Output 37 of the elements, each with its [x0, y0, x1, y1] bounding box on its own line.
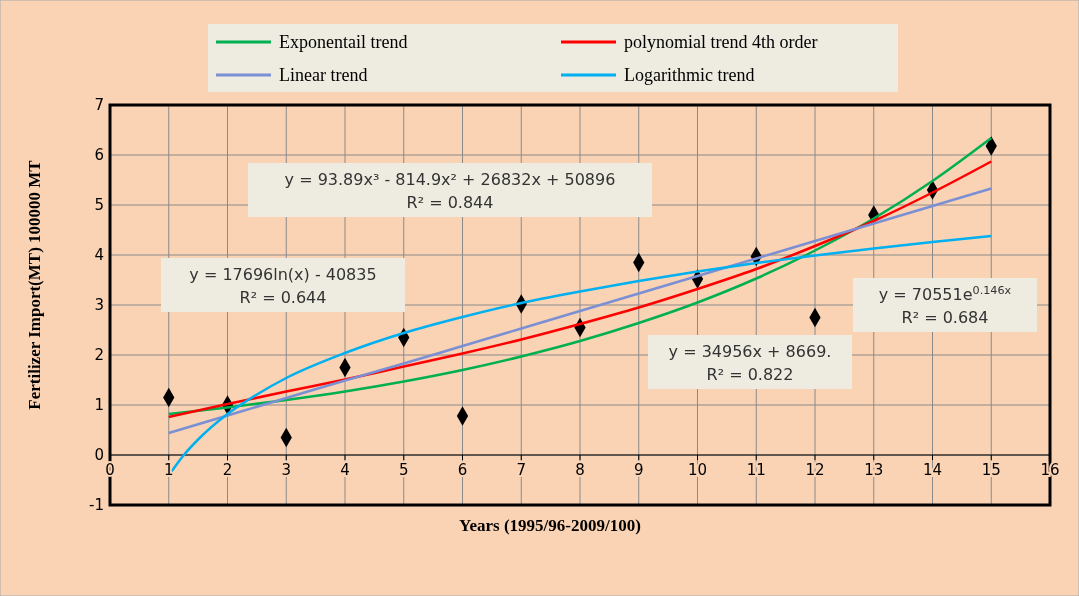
x-tick-label: 9 — [633, 461, 644, 479]
y-tick-label: -1 — [89, 495, 104, 514]
annotation: y = 17696ln(x) - 40835 R² = 0.644 — [189, 265, 377, 307]
equation-box: y = 34956x + 8669. R² = 0.822 — [648, 335, 852, 389]
y-tick-label: 4 — [94, 245, 104, 264]
x-tick-label: 11 — [746, 461, 766, 479]
y-tick-label: 3 — [94, 295, 104, 314]
legend-label: Linear trend — [279, 65, 368, 85]
x-tick-label: 4 — [340, 461, 350, 479]
x-tick-label: 14 — [922, 461, 943, 479]
y-tick-label: 7 — [94, 95, 104, 114]
y-tick-label: 2 — [94, 345, 104, 364]
annotation: y = 93.89x³ - 814.9x² + 26832x + 50896 R² = 0.844 — [284, 170, 616, 212]
x-tick-label: 15 — [981, 461, 1001, 479]
x-tick-label: 13 — [864, 461, 884, 479]
y-tick-label: 1 — [94, 395, 104, 414]
x-tick-label: 12 — [805, 461, 825, 479]
y-tick-label: 5 — [94, 195, 104, 214]
x-tick-label: 8 — [575, 461, 585, 479]
x-tick-label: 5 — [398, 461, 409, 479]
legend-label: Logarithmic trend — [624, 65, 755, 85]
x-tick-label: 3 — [281, 461, 292, 479]
y-tick-label: 6 — [94, 145, 104, 164]
x-tick-label: 2 — [222, 461, 233, 479]
x-axis-title: Years (1995/96-2009/100) — [459, 516, 641, 535]
x-tick-label: 6 — [457, 461, 468, 479]
x-tick-label: 7 — [516, 461, 527, 479]
annotation: y = 70551e$^{0.146x}$ R² = 0.684 — [878, 283, 1012, 327]
y-axis-title: Fertilizer Import(MT) 100000 MT — [25, 159, 44, 410]
equation-box: y = 70551e$^{0.146x}$ R² = 0.684 — [853, 278, 1037, 332]
legend-label: polynomial trend 4th order — [624, 32, 818, 52]
legend-label: Exponentail trend — [279, 32, 408, 52]
equation-box: y = 93.89x³ - 814.9x² + 26832x + 50896 R² = 0.844 — [248, 163, 652, 217]
x-tick-label: 10 — [687, 461, 708, 479]
y-tick-label: 0 — [94, 445, 104, 464]
equation-box: y = 17696ln(x) - 40835 R² = 0.644 — [161, 258, 405, 312]
annotation: y = 34956x + 8669. R² = 0.822 — [668, 342, 832, 384]
